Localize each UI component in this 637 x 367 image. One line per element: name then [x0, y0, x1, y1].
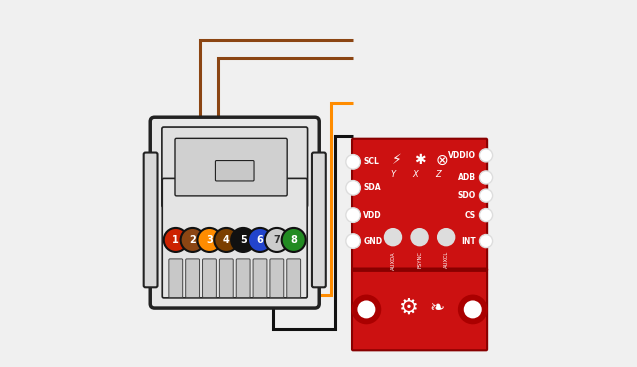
- Circle shape: [231, 228, 255, 252]
- Text: 7: 7: [273, 235, 280, 245]
- Text: Y: Y: [390, 170, 396, 179]
- Circle shape: [385, 229, 401, 246]
- Text: 8: 8: [290, 235, 297, 245]
- FancyBboxPatch shape: [219, 259, 233, 298]
- FancyBboxPatch shape: [352, 139, 487, 271]
- FancyBboxPatch shape: [169, 259, 183, 298]
- Text: Z: Z: [435, 170, 441, 179]
- Text: ⚡: ⚡: [392, 153, 402, 167]
- FancyBboxPatch shape: [352, 269, 487, 350]
- Text: CS: CS: [465, 211, 476, 219]
- Circle shape: [181, 228, 204, 252]
- Text: ADB: ADB: [458, 173, 476, 182]
- Text: 3: 3: [206, 235, 213, 245]
- FancyBboxPatch shape: [270, 259, 283, 298]
- FancyBboxPatch shape: [236, 259, 250, 298]
- Circle shape: [164, 228, 188, 252]
- Circle shape: [197, 228, 222, 252]
- Text: VDD: VDD: [363, 211, 382, 219]
- Text: VDDIO: VDDIO: [448, 151, 476, 160]
- Circle shape: [248, 228, 272, 252]
- FancyBboxPatch shape: [215, 160, 254, 181]
- FancyBboxPatch shape: [150, 117, 319, 308]
- Circle shape: [352, 295, 380, 323]
- FancyBboxPatch shape: [253, 259, 267, 298]
- Text: ⊗: ⊗: [436, 153, 448, 168]
- Text: 6: 6: [257, 235, 263, 245]
- Text: INT: INT: [461, 237, 476, 246]
- Circle shape: [438, 229, 455, 246]
- FancyBboxPatch shape: [186, 259, 199, 298]
- Text: AUXCL: AUXCL: [443, 251, 448, 268]
- Text: SCL: SCL: [363, 157, 379, 166]
- FancyBboxPatch shape: [162, 178, 307, 298]
- Circle shape: [480, 208, 492, 222]
- Circle shape: [282, 228, 306, 252]
- Circle shape: [346, 208, 361, 222]
- Circle shape: [346, 155, 361, 169]
- Circle shape: [214, 228, 238, 252]
- Text: SDA: SDA: [363, 184, 381, 192]
- FancyBboxPatch shape: [162, 127, 308, 207]
- Text: SDO: SDO: [457, 191, 476, 200]
- Text: 4: 4: [223, 235, 230, 245]
- Circle shape: [346, 234, 361, 248]
- Circle shape: [412, 229, 428, 246]
- Circle shape: [265, 228, 289, 252]
- FancyBboxPatch shape: [312, 153, 326, 287]
- Circle shape: [459, 295, 487, 323]
- Text: FSYNC: FSYNC: [417, 251, 422, 268]
- Circle shape: [464, 301, 482, 319]
- Circle shape: [346, 181, 361, 195]
- Text: 5: 5: [240, 235, 247, 245]
- Text: AUXDA: AUXDA: [390, 251, 396, 270]
- Text: 2: 2: [189, 235, 196, 245]
- Text: ✱: ✱: [414, 153, 426, 167]
- Circle shape: [480, 149, 492, 162]
- Text: ⚙: ⚙: [399, 298, 419, 317]
- Text: ❧: ❧: [429, 299, 445, 317]
- FancyBboxPatch shape: [203, 259, 217, 298]
- Circle shape: [480, 189, 492, 202]
- Text: GND: GND: [363, 237, 382, 246]
- Circle shape: [480, 171, 492, 184]
- FancyBboxPatch shape: [175, 138, 287, 196]
- Circle shape: [480, 235, 492, 248]
- Text: 1: 1: [173, 235, 179, 245]
- FancyBboxPatch shape: [287, 259, 301, 298]
- FancyBboxPatch shape: [144, 153, 157, 287]
- Circle shape: [357, 301, 375, 319]
- Text: X: X: [413, 170, 419, 179]
